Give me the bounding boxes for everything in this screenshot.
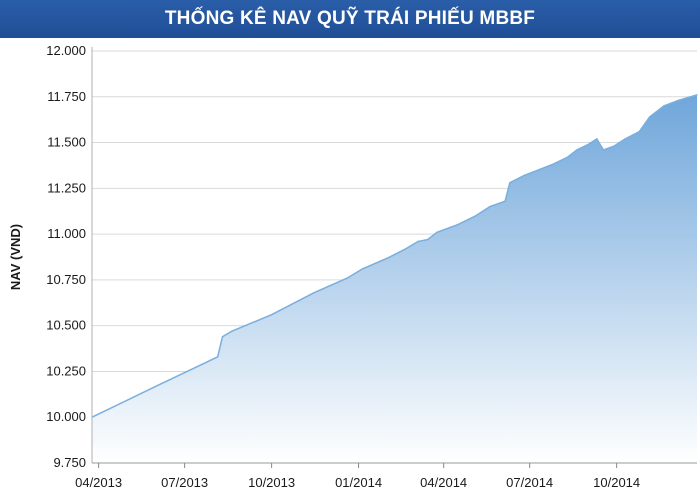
data-point [566,156,569,158]
data-point [663,105,665,107]
data-point [456,224,458,226]
nav-area-fill [92,94,697,464]
axes [91,47,697,464]
data-point [221,336,224,338]
data-point [587,143,589,145]
data-point [436,231,438,233]
data-point [649,116,651,118]
data-point [504,200,506,202]
data-point [596,138,598,140]
data-point [202,363,204,365]
data-point [624,138,626,140]
data-point [613,145,615,147]
data-point [602,149,605,151]
data-point [361,268,363,270]
data-point [475,215,477,217]
data-point [677,99,679,101]
y-tick-label: 10.750 [46,272,86,287]
x-tick-label: 01/2014 [335,475,382,490]
data-point [417,240,419,242]
data-point [217,356,219,358]
y-tick-label: 10.250 [46,363,86,378]
nav-area-series [91,94,698,464]
data-point [551,163,554,166]
y-tick-label: 11.250 [47,180,86,195]
data-point [271,314,273,316]
data-point [387,257,389,259]
y-axis-label: NAV (VND) [8,224,23,290]
x-tick-label: 07/2014 [506,475,553,490]
data-point [523,174,525,177]
x-tick-label: 07/2013 [161,475,208,490]
y-tick-label: 11.750 [47,89,86,104]
data-point [427,239,429,241]
data-point [489,206,491,208]
y-tick-label: 10.500 [46,318,86,333]
data-point [405,248,407,250]
y-tick-label: 12.000 [46,43,86,58]
x-tick-labels: 04/2013 07/2013 10/2013 01/2014 04/2014 07/20… [75,463,640,490]
nav-line [91,94,698,418]
data-point [696,94,698,96]
y-tick-label: 10.000 [46,409,86,424]
chart-plot: 12.000 11.750 11.500 11.250 11.000 10.750 10.5… [8,43,698,490]
x-tick-label: 10/2014 [593,475,640,490]
data-point [346,277,348,279]
x-tick-label: 04/2014 [420,475,467,490]
data-point [231,330,233,332]
data-point [509,182,511,184]
data-point [313,292,315,294]
y-tick-labels: 12.000 11.750 11.500 11.250 11.000 10.750 10.5… [46,43,86,470]
data-point [576,149,578,151]
y-tick-label: 11.000 [47,226,86,241]
y-tick-label: 11.500 [47,135,86,150]
chart-title: THỐNG KÊ NAV QUỸ TRÁI PHIẾU MBBF [164,8,536,29]
title-bar: THỐNG KÊ NAV QUỸ TRÁI PHIẾU MBBF [0,0,700,38]
data-point [638,131,640,133]
y-tick-label: 9.750 [53,455,86,470]
x-tick-label: 10/2013 [248,475,295,490]
data-point [155,385,157,387]
x-tick-label: 04/2013 [75,475,122,490]
